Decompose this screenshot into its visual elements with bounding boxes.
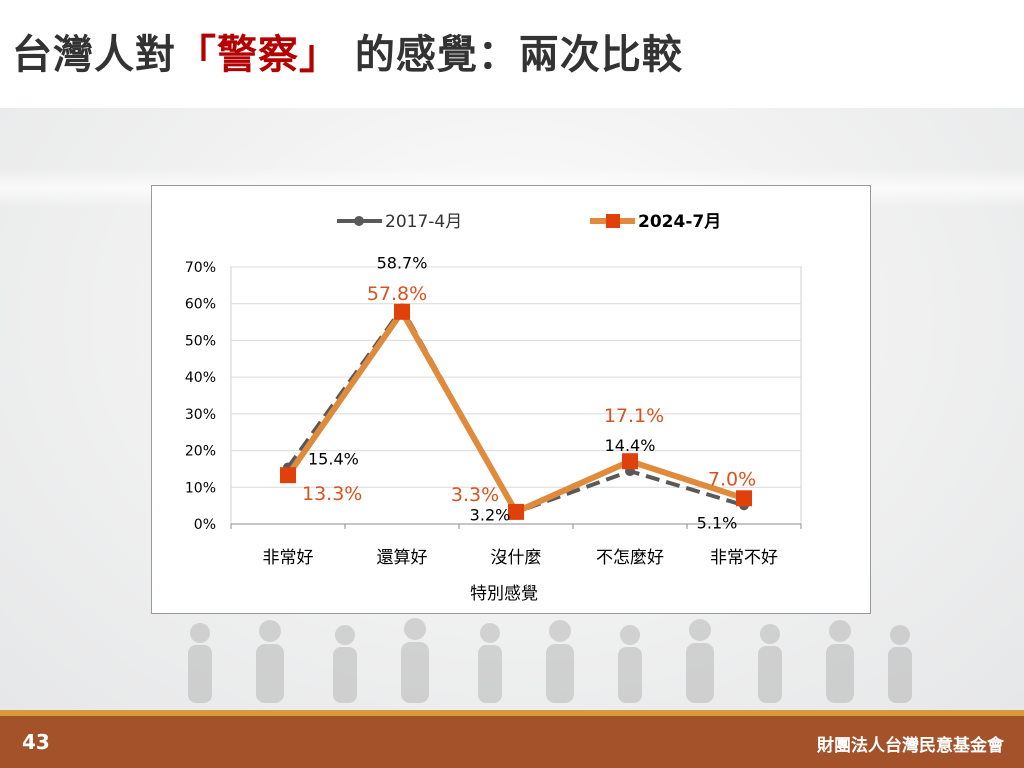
- chart-series: [280, 303, 752, 520]
- title-suffix: 的感覺：兩次比較: [340, 32, 683, 78]
- data-label-2024: 7.0%: [708, 468, 756, 490]
- y-tick-label: 20%: [185, 444, 216, 460]
- title-prefix: 台灣人對: [12, 32, 176, 78]
- data-point-2024: [508, 503, 524, 520]
- x-axis-title: 特別感覺: [470, 584, 538, 604]
- series-line-2017: [286, 306, 745, 515]
- x-tick-label: 非常不好: [710, 548, 778, 568]
- data-label-2017: 58.7%: [377, 253, 428, 272]
- x-tick-label: 還算好: [377, 548, 428, 568]
- chart-panel: 0% 10% 20% 30% 40% 50% 60% 70% 非常好 還算好 沒什麼 不怎麼好 非常不好…: [151, 185, 871, 614]
- page-title: 台灣人對「警察」 的感覺：兩次比較: [12, 22, 683, 80]
- y-tick-label: 30%: [185, 407, 216, 423]
- data-point-2024: [394, 303, 410, 320]
- footer-bar: 43 財團法人台灣民意基金會: [0, 716, 1024, 768]
- organization-name: 財團法人台灣民意基金會: [817, 736, 1004, 756]
- data-label-2017: 5.1%: [697, 513, 738, 532]
- x-tick-label: 不怎麼好: [596, 548, 664, 568]
- y-tick-label: 40%: [185, 370, 216, 386]
- y-tick-label: 60%: [185, 297, 216, 313]
- data-label-2017: 3.2%: [470, 505, 511, 524]
- line-chart: 0% 10% 20% 30% 40% 50% 60% 70% 非常好 還算好 沒什麼 不怎麼好 非常不好…: [185, 212, 802, 604]
- data-point-2024: [736, 490, 752, 507]
- footer-accent-line: [0, 710, 1024, 716]
- title-open-bracket: 「: [176, 32, 217, 78]
- x-tick-label: 非常好: [263, 548, 314, 568]
- title-close-bracket: 」: [299, 32, 340, 78]
- legend-marker-2017: [354, 216, 364, 226]
- data-label-2024: 13.3%: [302, 483, 362, 505]
- data-label-2024: 57.8%: [367, 283, 427, 305]
- chart-data-labels: 15.4% 58.7% 3.2% 14.4% 5.1% 13.3% 57.8% 3.3% 17.…: [302, 253, 756, 532]
- chart-legend: 2017-4月 2024-7月: [337, 212, 721, 232]
- legend-label-2017: 2017-4月: [385, 212, 462, 232]
- y-tick-label: 70%: [185, 260, 216, 276]
- data-label-2024: 3.3%: [451, 484, 499, 506]
- data-label-2017: 14.4%: [605, 436, 656, 455]
- title-bar: 台灣人對「警察」 的感覺：兩次比較: [0, 0, 1024, 108]
- data-point-2024: [280, 467, 296, 484]
- x-tick-label: 沒什麼: [491, 548, 542, 568]
- y-tick-label: 10%: [185, 480, 216, 496]
- data-point-2024: [622, 453, 638, 470]
- data-label-2017: 15.4%: [308, 449, 359, 468]
- y-tick-label: 50%: [185, 333, 216, 349]
- y-tick-label: 0%: [194, 517, 216, 533]
- legend-label-2024: 2024-7月: [638, 212, 721, 232]
- page-number: 43: [22, 730, 50, 754]
- crowd-silhouette-decoration: [188, 618, 912, 703]
- chart-axes: 0% 10% 20% 30% 40% 50% 60% 70% 非常好 還算好 沒什麼 不怎麼好 非常不好: [185, 260, 802, 568]
- series-line-2024: [285, 308, 745, 515]
- title-highlight: 警察: [217, 32, 299, 78]
- legend-marker-2024: [606, 214, 620, 228]
- data-label-2024: 17.1%: [604, 405, 664, 427]
